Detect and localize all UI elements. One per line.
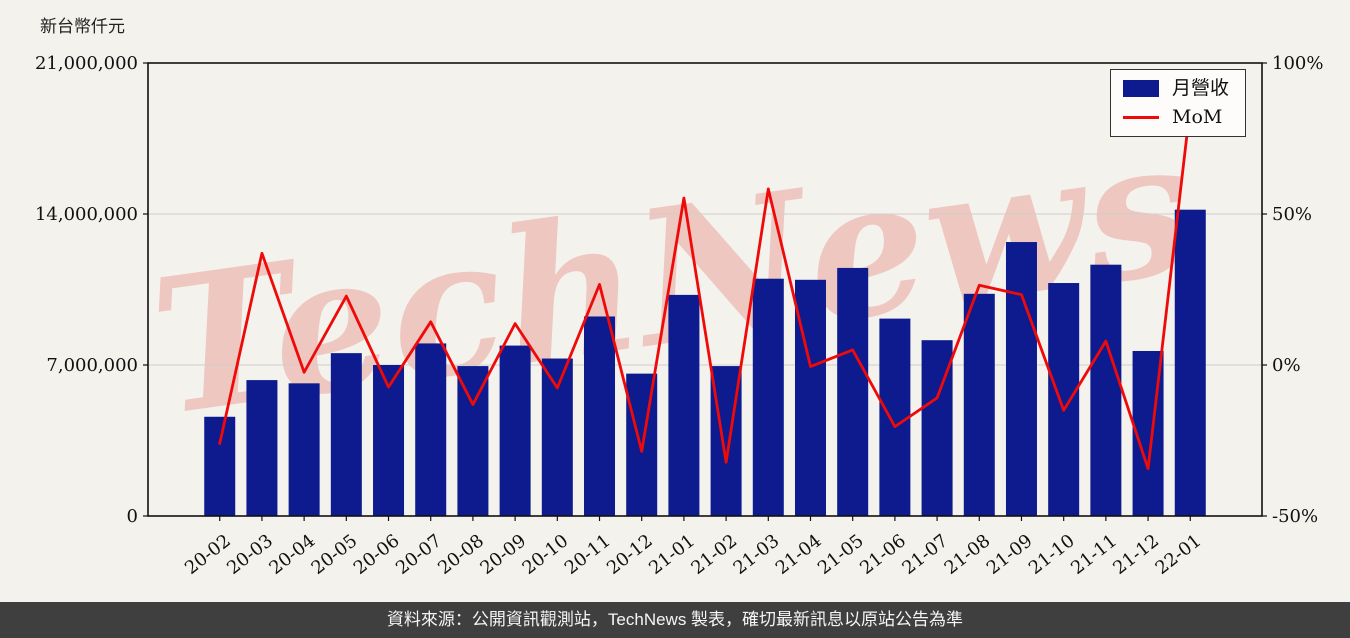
x-tick-label: 20-04 (265, 530, 319, 578)
x-tick-label: 21-06 (856, 530, 910, 578)
left-tick-label: 21,000,000 (35, 53, 138, 74)
mom-line (218, 105, 1192, 470)
x-tick-label: 22-01 (1152, 530, 1206, 578)
revenue-chart: 0 7,000,000 14,000,000 21,000,000 -50% 0% 50% 1… (35, 53, 1324, 579)
x-tick-label: 21-03 (730, 530, 784, 578)
revenue-bar (288, 383, 320, 516)
left-tick-label: 14,000,000 (35, 204, 138, 225)
x-tick-label: 21-04 (772, 530, 826, 578)
x-tick-label: 21-11 (1067, 530, 1121, 578)
x-tick-label: 20-10 (519, 530, 573, 578)
revenue-bar (373, 365, 405, 516)
revenue-bar (1048, 283, 1080, 516)
legend-row-revenue: 月營收 (1122, 77, 1229, 99)
revenue-swatch (1122, 80, 1159, 97)
x-tick-label: 20-07 (392, 530, 446, 578)
revenue-bar (879, 318, 911, 516)
revenue-bar (752, 278, 784, 516)
x-tick-label: 20-08 (434, 530, 488, 578)
x-tick-label: 20-05 (308, 530, 362, 578)
x-tick-label: 21-09 (983, 530, 1037, 578)
revenue-bar (246, 380, 278, 516)
revenue-bar (415, 343, 447, 516)
x-tick-label: 20-11 (561, 530, 615, 578)
plot-border (147, 62, 1263, 517)
y-axis-unit-label: 新台幣仟元 (40, 17, 125, 37)
x-tick-label: 20-09 (476, 530, 530, 578)
x-tick-label: 21-08 (941, 530, 995, 578)
revenue-bar (1090, 264, 1122, 516)
revenue-bar (584, 316, 616, 516)
x-tick-label: 21-02 (687, 530, 741, 578)
left-tick-label: 0 (127, 506, 138, 527)
left-tick-label: 7,000,000 (46, 355, 138, 376)
revenue-bar (457, 366, 489, 516)
x-tick-label: 20-06 (350, 530, 404, 578)
revenue-legend-label: 月營收 (1171, 77, 1229, 99)
mom-line-swatch (1122, 116, 1159, 119)
legend: 月營收 MoM (1109, 69, 1246, 137)
x-tick-label: 20-02 (181, 530, 235, 578)
revenue-bar (204, 416, 236, 516)
mom-legend-label: MoM (1171, 106, 1223, 128)
right-tick-label: -50% (1272, 506, 1318, 527)
x-tick-label: 21-12 (1109, 530, 1163, 578)
x-tick-label: 21-01 (645, 530, 699, 578)
revenue-bar (1174, 209, 1206, 516)
revenue-bar (668, 294, 700, 516)
revenue-bar (330, 353, 362, 516)
x-tick-label: 21-10 (1025, 530, 1079, 578)
revenue-bar (499, 345, 531, 516)
revenue-bar (541, 358, 573, 516)
right-tick-label: 100% (1272, 53, 1323, 74)
right-tick-label: 0% (1272, 355, 1301, 376)
x-tick-label: 21-07 (898, 530, 952, 578)
revenue-bar (963, 293, 995, 516)
revenue-bar (1005, 242, 1037, 517)
revenue-bar (837, 267, 869, 516)
x-tick-label: 20-12 (603, 530, 657, 578)
x-tick-label: 21-05 (814, 530, 868, 578)
right-tick-label: 50% (1272, 204, 1312, 225)
legend-row-mom: MoM (1122, 106, 1229, 128)
x-tick-label: 20-03 (223, 530, 277, 578)
source-footer: 資料來源：公開資訊觀測站，TechNews 製表，確切最新訊息以原站公告為準 (0, 602, 1350, 638)
